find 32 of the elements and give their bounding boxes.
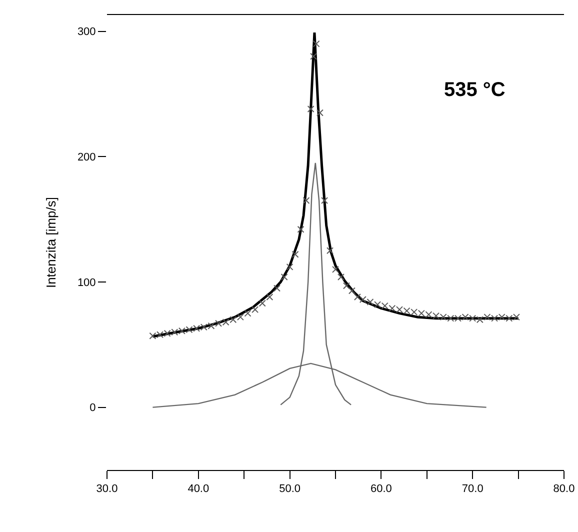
point	[337, 273, 344, 280]
x-tick-label: 40.0	[188, 483, 210, 496]
point	[286, 263, 294, 270]
point	[326, 247, 334, 254]
point	[266, 294, 274, 301]
point	[292, 250, 299, 258]
x-tick-label: 60.0	[370, 483, 392, 496]
point	[312, 40, 320, 48]
y-tick-label: 300	[77, 26, 96, 38]
point	[307, 106, 314, 113]
point	[244, 310, 252, 317]
annotation: 535 °C	[444, 79, 506, 101]
point	[252, 306, 259, 314]
point	[321, 197, 328, 204]
y-axis-title: Intenzita [imp/s]	[43, 196, 58, 288]
x-tick-label: 80.0	[553, 483, 575, 496]
x-tick-label: 50.0	[279, 483, 301, 496]
point	[297, 226, 304, 233]
point	[258, 300, 266, 307]
y-tick-label: 100	[77, 276, 96, 289]
x-tick-label: 70.0	[462, 483, 484, 496]
point	[302, 197, 310, 204]
y-tick-label: 200	[77, 151, 96, 164]
point	[332, 266, 339, 273]
point	[348, 287, 356, 294]
point	[274, 284, 280, 292]
x-tick-label: 30.0	[96, 483, 118, 496]
point	[316, 109, 324, 116]
point	[342, 282, 350, 290]
y-tick-label: 0	[90, 402, 96, 414]
point	[310, 52, 318, 60]
point	[280, 273, 288, 280]
